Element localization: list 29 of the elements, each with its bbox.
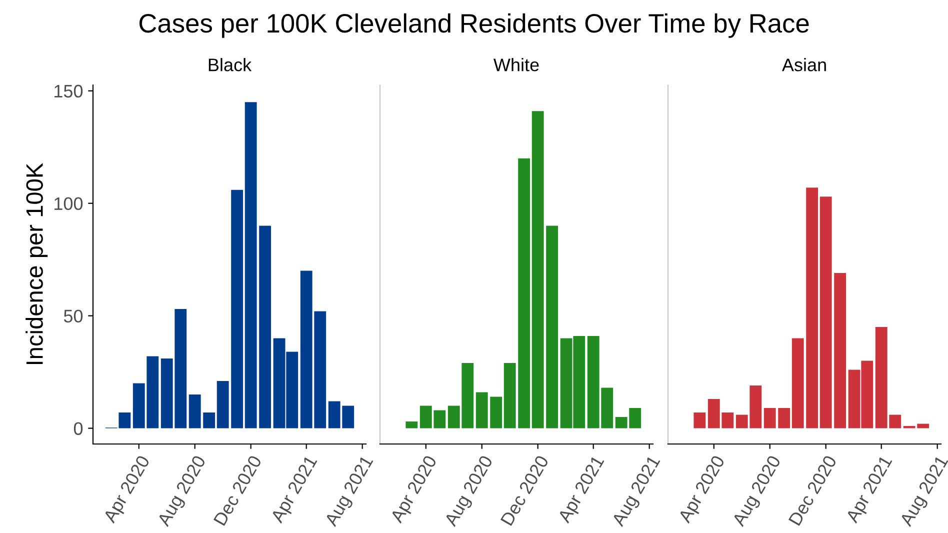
- bar: [259, 226, 272, 428]
- chart-subtitle: Asian: [782, 58, 826, 72]
- bar: [518, 158, 530, 428]
- text: Cases per 100K Cleveland Residents Over Time by Race: [139, 13, 809, 38]
- bar: [820, 196, 832, 428]
- bar: [778, 408, 790, 428]
- bar: [231, 190, 244, 428]
- y-tick-label: 50: [64, 310, 83, 323]
- bar: [694, 412, 706, 428]
- bar: [504, 363, 516, 428]
- bar: [532, 111, 544, 428]
- bar: [244, 102, 257, 428]
- y-tick-label: 100: [54, 197, 83, 210]
- bar: [406, 422, 418, 428]
- y-tick-label: 150: [54, 84, 83, 98]
- bar: [490, 396, 502, 428]
- bar: [792, 338, 804, 428]
- bar: [834, 273, 846, 428]
- y-axis-title: Incidence per 100K: [26, 163, 48, 364]
- y-tick-label: 0: [74, 422, 83, 435]
- chart-subtitle: Black: [208, 58, 252, 72]
- bar: [806, 188, 818, 428]
- chart-subtitle: White: [494, 58, 539, 72]
- bar: [216, 381, 229, 428]
- bar: [764, 408, 776, 428]
- bar: [476, 392, 488, 428]
- bar: [203, 412, 216, 428]
- bar: [188, 394, 201, 428]
- bar: [546, 226, 558, 428]
